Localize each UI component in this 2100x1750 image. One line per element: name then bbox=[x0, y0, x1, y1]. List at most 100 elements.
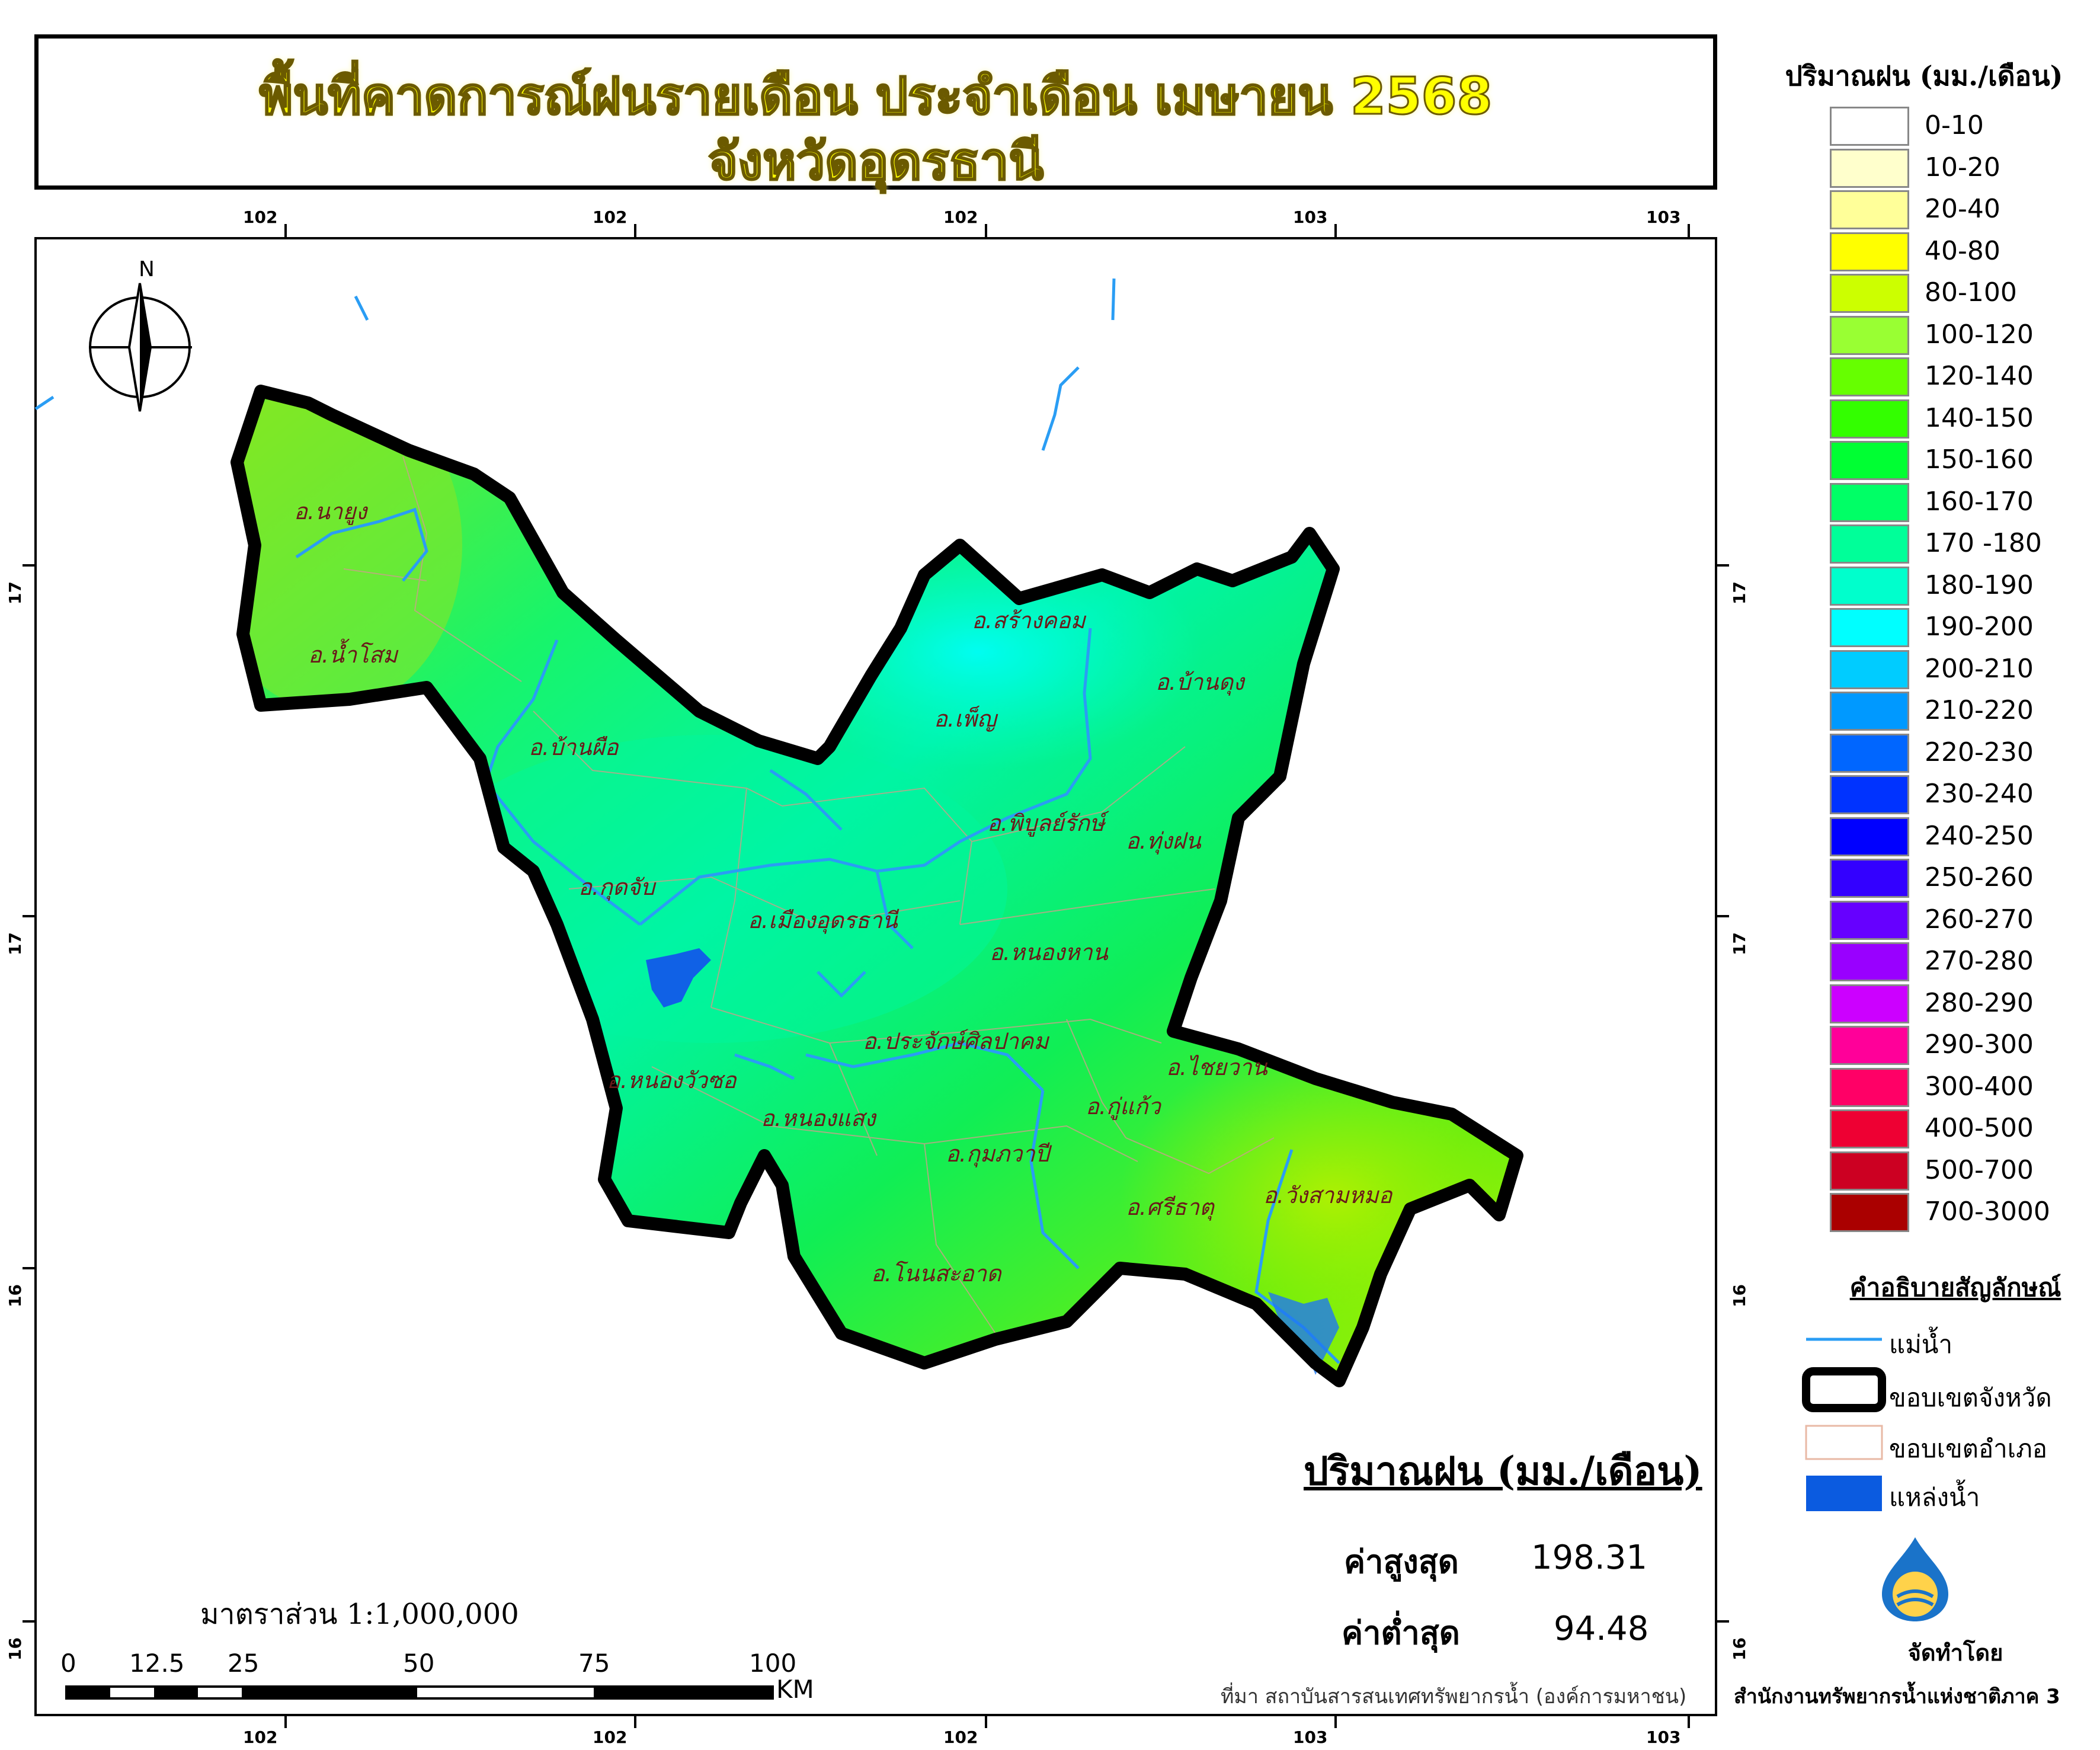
symbol-legend-title: คำอธิบายสัญลักษณ์ bbox=[1849, 1273, 2061, 1302]
map-title-box: พื้นที่คาดการณ์ฝนรายเดือน ประจำเดือน เมษ… bbox=[34, 34, 1717, 193]
district-label: อ.เมืองอุดรธานี bbox=[748, 907, 899, 934]
legend-swatch bbox=[1830, 1151, 1909, 1191]
district-boundary-symbol bbox=[1805, 1425, 1883, 1460]
legend-label: 180-190 bbox=[1925, 570, 2034, 600]
scale-label: 12.5 bbox=[129, 1649, 185, 1678]
legend-swatch bbox=[1830, 775, 1909, 814]
legend-swatch bbox=[1830, 859, 1909, 898]
bottom-tick-label: 103 bbox=[1293, 1727, 1328, 1747]
legend-label: 500-700 bbox=[1925, 1154, 2034, 1185]
legend-label: 300-400 bbox=[1925, 1071, 2034, 1102]
legend-label: 240-250 bbox=[1925, 820, 2034, 851]
scale-label: 100 bbox=[749, 1649, 797, 1678]
legend-swatch bbox=[1830, 107, 1909, 146]
legend-label: 250-260 bbox=[1925, 862, 2034, 892]
symbol-label: ขอบเขตอำเภอ bbox=[1889, 1434, 2048, 1463]
legend-swatch bbox=[1830, 1109, 1909, 1148]
district-label: อ.โนนสะอาด bbox=[871, 1260, 1003, 1287]
province-boundary bbox=[231, 385, 1523, 1387]
legend-label: 270-280 bbox=[1925, 946, 2034, 976]
district-label: อ.ทุ่งฝน bbox=[1126, 828, 1202, 855]
legend-label: 20-40 bbox=[1925, 194, 2000, 224]
top-tick-label: 102 bbox=[593, 207, 628, 227]
scale-bar bbox=[65, 1685, 774, 1700]
top-tick-label: 103 bbox=[1293, 207, 1328, 227]
legend-label: 290-300 bbox=[1925, 1029, 2034, 1060]
stats-title: ปริมาณฝน (มม./เดือน) bbox=[1304, 1448, 1702, 1494]
legend-label: 10-20 bbox=[1925, 152, 2000, 183]
legend-label: 140-150 bbox=[1925, 402, 2034, 433]
legend-label: 400-500 bbox=[1925, 1113, 2034, 1143]
legend-swatch bbox=[1830, 232, 1909, 271]
scale-unit: KM bbox=[776, 1675, 814, 1704]
legend-label: 150-160 bbox=[1925, 444, 2034, 475]
legend-label: 120-140 bbox=[1925, 361, 2034, 391]
district-label: อ.กู่แก้ว bbox=[1086, 1093, 1162, 1120]
min-value: 94.48 bbox=[1554, 1610, 1649, 1648]
legend-label: 280-290 bbox=[1925, 987, 2034, 1018]
min-label: ค่าต่ำสุด bbox=[1342, 1614, 1460, 1652]
legend-swatch bbox=[1830, 650, 1909, 689]
legend-swatch bbox=[1830, 817, 1909, 856]
scale-ratio: มาตราส่วน 1:1,000,000 bbox=[200, 1598, 519, 1631]
legend-swatch bbox=[1830, 482, 1909, 522]
symbol-legend-swatches bbox=[1802, 1338, 1886, 1511]
scale-label: 25 bbox=[228, 1649, 260, 1678]
bottom-tick-label: 103 bbox=[1646, 1727, 1681, 1747]
district-label: อ.น้ำโสม bbox=[308, 638, 399, 668]
legend-swatch bbox=[1830, 942, 1909, 981]
legend-swatch bbox=[1830, 190, 1909, 229]
legend-swatch bbox=[1830, 1067, 1909, 1107]
legend-swatch bbox=[1830, 148, 1909, 188]
legend-title: ปริมาณฝน (มม./เดือน) bbox=[1785, 60, 2063, 92]
legend-label: 220-230 bbox=[1925, 737, 2034, 767]
symbol-label: แม่น้ำ bbox=[1889, 1330, 1953, 1359]
legend-swatch bbox=[1830, 984, 1909, 1023]
legend-swatch bbox=[1830, 733, 1909, 773]
max-label: ค่าสูงสุด bbox=[1344, 1543, 1459, 1581]
district-label: อ.กุมภวาปี bbox=[946, 1141, 1052, 1167]
legend-swatch bbox=[1830, 608, 1909, 647]
district-label: อ.หนองแสง bbox=[761, 1105, 877, 1131]
legend-label: 260-270 bbox=[1925, 904, 2034, 935]
district-label: อ.บ้านดุง bbox=[1155, 669, 1246, 696]
data-source: ที่มา สถาบันสารสนเทศทรัพยากรน้ำ (องค์การ… bbox=[1221, 1685, 1687, 1709]
bottom-tick-label: 102 bbox=[593, 1727, 628, 1747]
district-label: อ.พิบูลย์รักษ์ bbox=[987, 810, 1110, 837]
legend-label: 80-100 bbox=[1925, 277, 2017, 308]
legend-label: 190-200 bbox=[1925, 612, 2034, 642]
legend-label: 200-210 bbox=[1925, 653, 2034, 684]
district-label: อ.หนองวัวซอ bbox=[607, 1067, 738, 1093]
legend-swatch bbox=[1830, 524, 1909, 564]
legend-label: 230-240 bbox=[1925, 779, 2034, 809]
symbol-label: ขอบเขตจังหวัด bbox=[1889, 1383, 2052, 1412]
legend-swatch bbox=[1830, 274, 1909, 313]
scale-label: 75 bbox=[578, 1649, 610, 1678]
legend-label: 700-3000 bbox=[1925, 1196, 2050, 1227]
north-arrow: N bbox=[88, 255, 207, 417]
district-label: อ.กุดจับ bbox=[578, 874, 657, 901]
district-label: อ.ศรีธาตุ bbox=[1126, 1194, 1215, 1221]
legend-swatch bbox=[1830, 692, 1909, 731]
legend-swatch bbox=[1830, 441, 1909, 480]
legend-swatch bbox=[1830, 566, 1909, 606]
legend-label: 160-170 bbox=[1925, 486, 2034, 517]
top-tick-label: 102 bbox=[243, 207, 278, 227]
district-label: อ.นายูง bbox=[294, 498, 368, 525]
scale-label: 0 bbox=[60, 1649, 76, 1678]
district-label: อ.ไชยวาน bbox=[1166, 1054, 1268, 1080]
symbol-label: แหล่งน้ำ bbox=[1889, 1483, 1980, 1512]
agency-logo bbox=[1882, 1537, 1948, 1621]
district-label: อ.เพ็ญ bbox=[934, 705, 998, 732]
bottom-tick-label: 102 bbox=[943, 1727, 978, 1747]
north-arrow-label: N bbox=[139, 257, 155, 281]
province-boundary-symbol bbox=[1802, 1367, 1886, 1412]
made-by-label: จัดทำโดย bbox=[1907, 1640, 2003, 1666]
legend-label: 170 -180 bbox=[1925, 528, 2042, 558]
made-by-organization: สำนักงานทรัพยากรน้ำแห่งชาติภาค 3 bbox=[1734, 1685, 2060, 1709]
legend-label: 0-10 bbox=[1925, 110, 1984, 140]
top-tick-label: 102 bbox=[943, 207, 978, 227]
legend-swatch bbox=[1830, 315, 1909, 355]
